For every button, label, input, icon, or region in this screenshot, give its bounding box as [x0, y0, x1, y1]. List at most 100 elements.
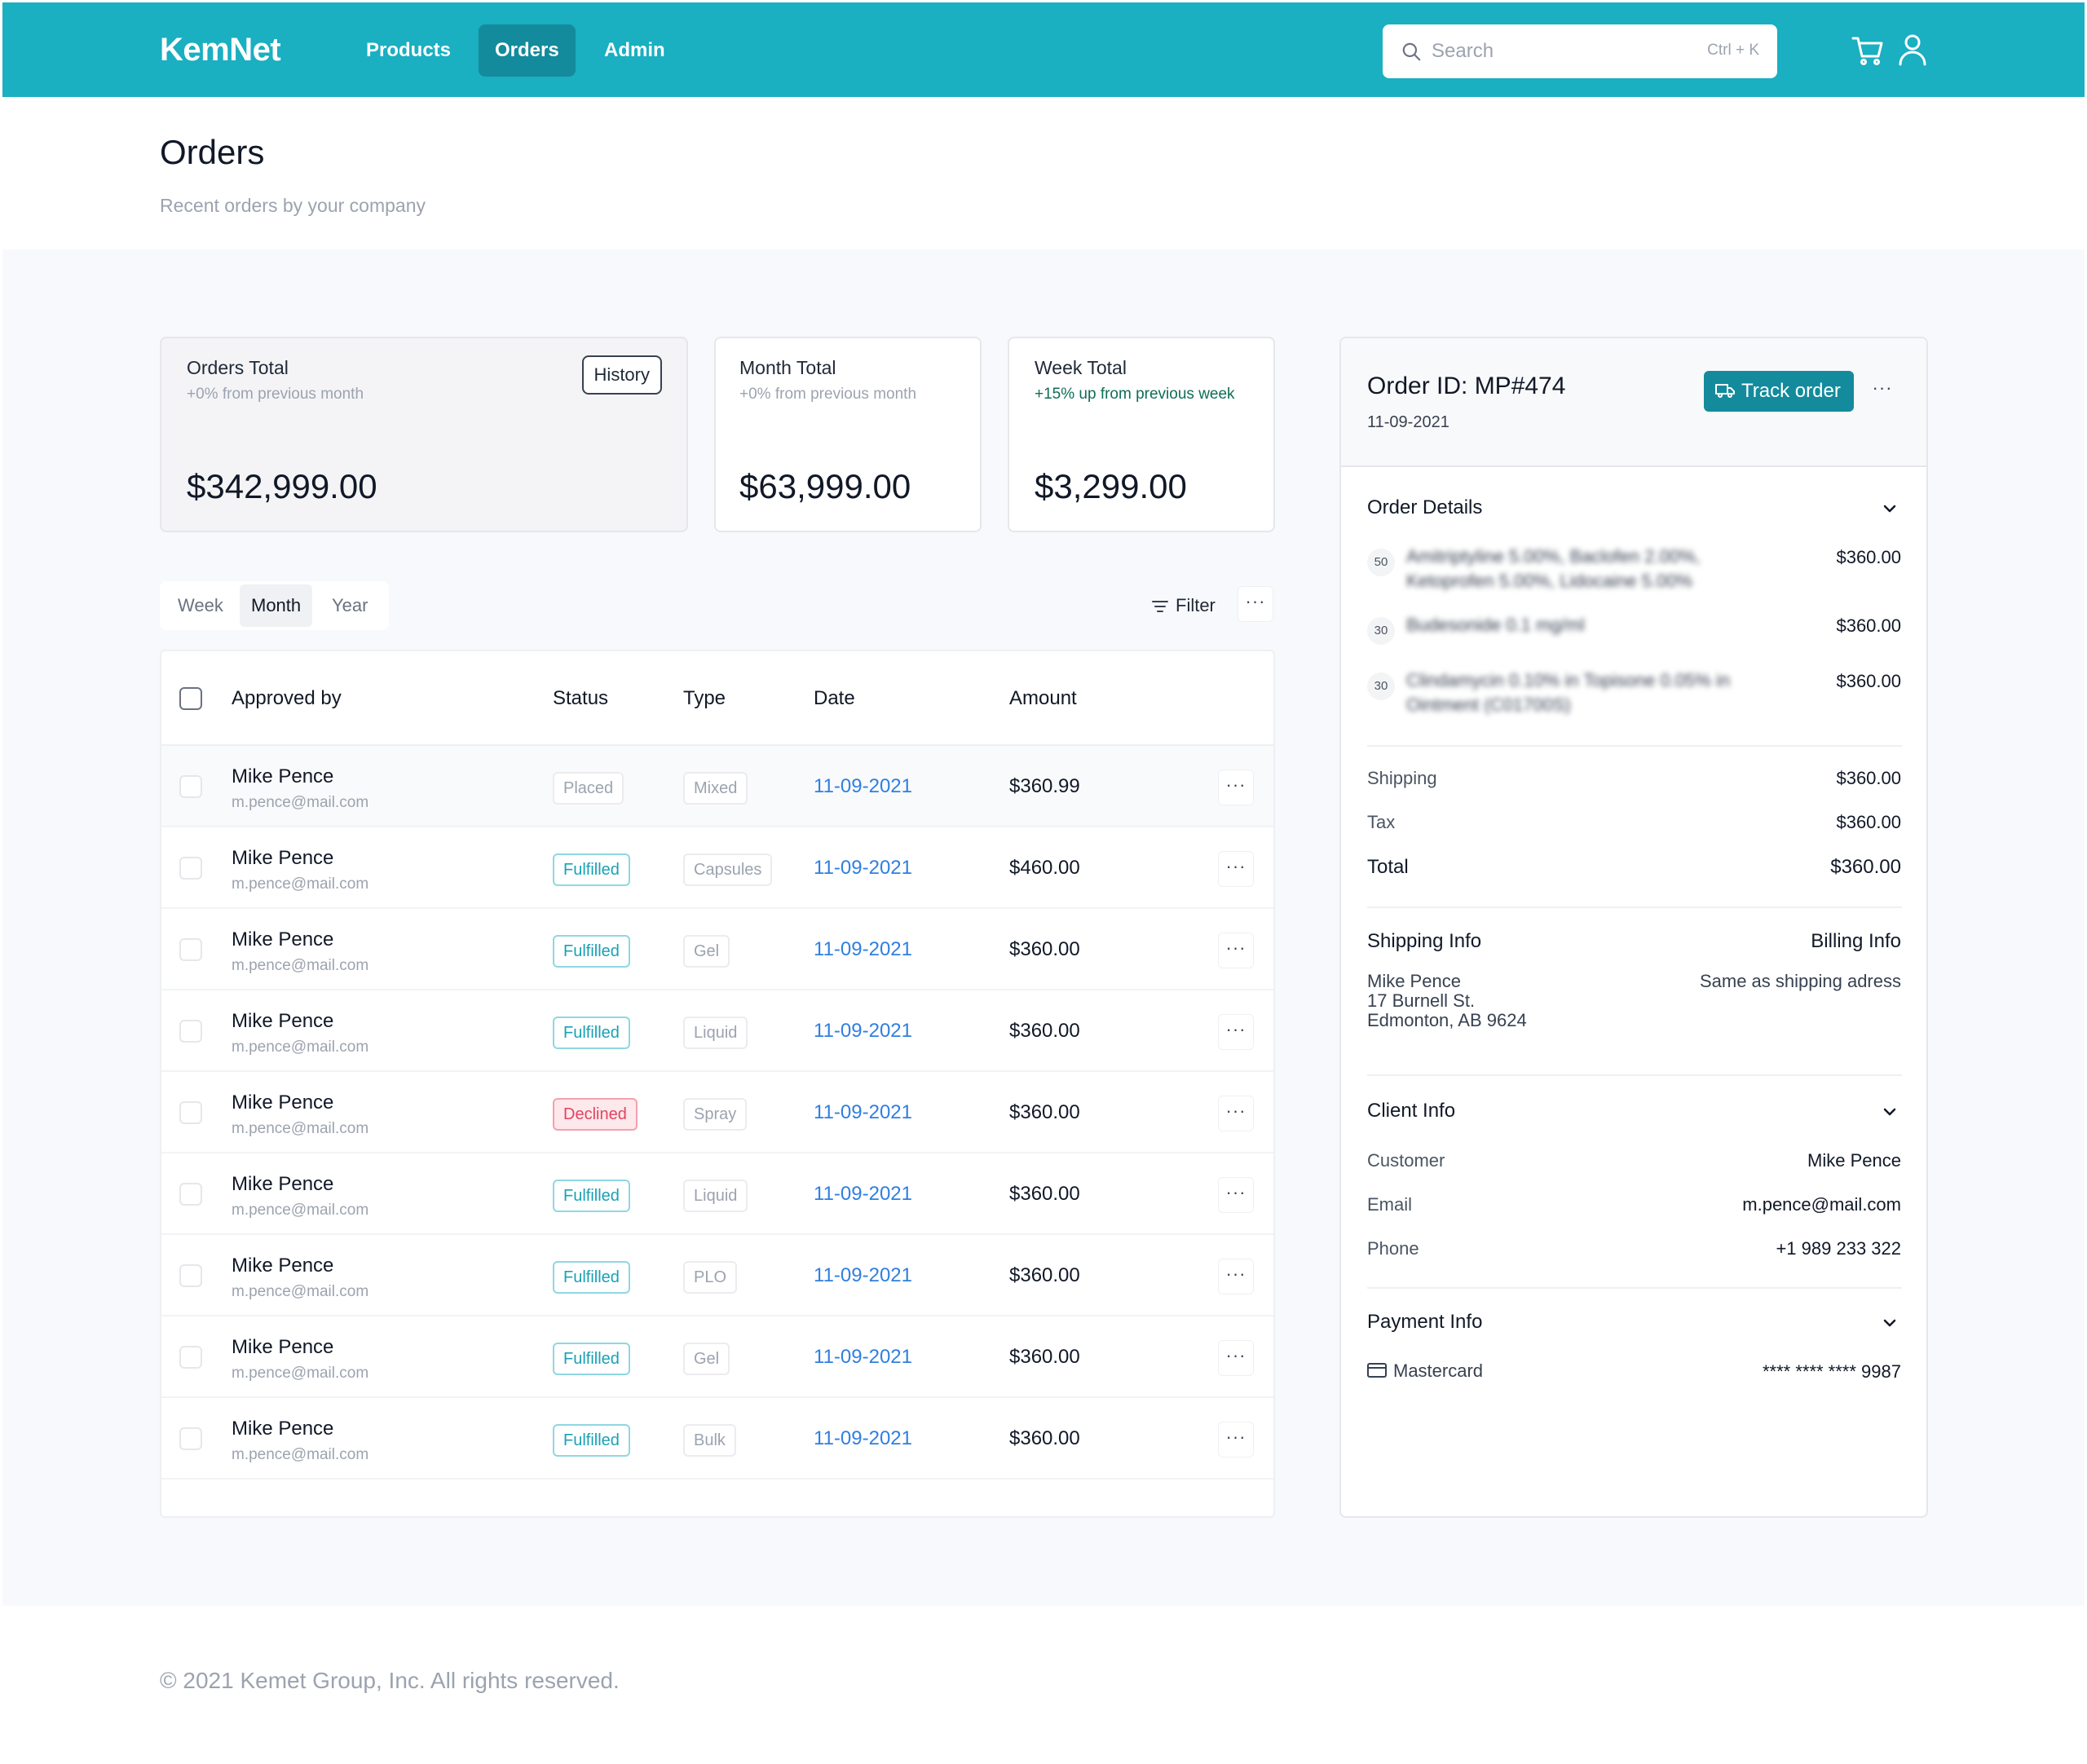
- approver-name: Mike Pence: [232, 1418, 334, 1440]
- table-row[interactable]: Mike Pence m.pence@mail.com Fulfilled Ge…: [161, 1316, 1273, 1398]
- order-amount: $360.00: [1009, 1427, 1080, 1449]
- stat-title: Orders Total: [187, 357, 289, 378]
- search-input[interactable]: [1432, 24, 1676, 78]
- nav-orders[interactable]: Orders: [479, 24, 576, 77]
- column-type[interactable]: Type: [683, 687, 726, 709]
- row-more-button[interactable]: ···: [1218, 1014, 1254, 1050]
- total-amount: $360.00: [1830, 856, 1901, 878]
- order-amount: $360.00: [1009, 1346, 1080, 1368]
- status-badge: Fulfilled: [553, 1424, 630, 1457]
- tab-month[interactable]: Month: [240, 584, 313, 627]
- stat-change: +0% from previous month: [739, 386, 917, 403]
- tax-label: Tax: [1367, 812, 1396, 832]
- row-checkbox[interactable]: [179, 1020, 202, 1043]
- order-amount: $360.00: [1009, 938, 1080, 960]
- nav-admin[interactable]: Admin: [604, 39, 665, 61]
- order-date-link[interactable]: 11-09-2021: [814, 938, 912, 960]
- column-date[interactable]: Date: [814, 687, 855, 709]
- row-checkbox[interactable]: [179, 1264, 202, 1287]
- table-row[interactable]: Mike Pence m.pence@mail.com Fulfilled PL…: [161, 1235, 1273, 1316]
- filter-label: Filter: [1176, 595, 1216, 615]
- order-date-link[interactable]: 11-09-2021: [814, 1264, 912, 1286]
- status-badge: Placed: [553, 772, 624, 805]
- column-amount[interactable]: Amount: [1009, 687, 1077, 709]
- order-amount: $360.00: [1009, 1020, 1080, 1042]
- row-more-button[interactable]: ···: [1218, 1177, 1254, 1213]
- row-more-button[interactable]: ···: [1218, 851, 1254, 887]
- item-quantity: 30: [1367, 673, 1395, 700]
- item-name: Clindamycin 0.10% in Topisone 0.05% in O…: [1406, 670, 1731, 715]
- table-row[interactable]: Mike Pence m.pence@mail.com Fulfilled Bu…: [161, 1398, 1273, 1480]
- filter-icon: [1152, 601, 1168, 613]
- order-date-link[interactable]: 11-09-2021: [814, 857, 912, 879]
- cart-icon[interactable]: [1851, 35, 1884, 66]
- table-more-button[interactable]: ···: [1238, 586, 1273, 622]
- order-details-title: Order Details: [1367, 496, 1483, 518]
- credit-card-icon: [1367, 1363, 1387, 1378]
- column-approved-by[interactable]: Approved by: [232, 687, 342, 709]
- row-checkbox[interactable]: [179, 857, 202, 880]
- row-more-button[interactable]: ···: [1218, 1422, 1254, 1458]
- period-selector: Week Month Year: [160, 581, 389, 630]
- stat-title: Month Total: [739, 357, 836, 378]
- row-checkbox[interactable]: [179, 1427, 202, 1450]
- order-date-link[interactable]: 11-09-2021: [814, 1101, 912, 1123]
- order-date-link[interactable]: 11-09-2021: [814, 1020, 912, 1042]
- table-row[interactable]: Mike Pence m.pence@mail.com Fulfilled Li…: [161, 1153, 1273, 1235]
- select-all-checkbox[interactable]: [179, 687, 202, 710]
- table-row[interactable]: Mike Pence m.pence@mail.com Fulfilled Li…: [161, 990, 1273, 1072]
- column-status[interactable]: Status: [553, 687, 609, 709]
- track-order-button[interactable]: Track order: [1704, 371, 1854, 412]
- filter-button[interactable]: Filter: [1141, 584, 1225, 627]
- shipping-name: Mike Pence: [1367, 971, 1461, 991]
- footer-copyright: © 2021 Kemet Group, Inc. All rights rese…: [160, 1668, 620, 1693]
- approver-name: Mike Pence: [232, 1255, 334, 1277]
- customer-phone: +1 989 233 322: [1776, 1238, 1901, 1259]
- row-more-button[interactable]: ···: [1218, 1259, 1254, 1294]
- approver-email: m.pence@mail.com: [232, 794, 369, 811]
- status-badge: Fulfilled: [553, 1261, 630, 1294]
- page-subtitle: Recent orders by your company: [160, 195, 426, 216]
- row-checkbox[interactable]: [179, 1101, 202, 1124]
- user-icon[interactable]: [1898, 33, 1927, 66]
- nav-products[interactable]: Products: [366, 39, 452, 61]
- row-more-button[interactable]: ···: [1218, 1340, 1254, 1376]
- chevron-down-icon[interactable]: [1882, 1107, 1897, 1117]
- orders-total-card: Orders Total +0% from previous month $34…: [160, 337, 688, 532]
- tab-year[interactable]: Year: [332, 595, 368, 615]
- chevron-down-icon[interactable]: [1882, 504, 1897, 514]
- row-checkbox[interactable]: [179, 1183, 202, 1206]
- tab-week[interactable]: Week: [178, 595, 223, 615]
- type-badge: Liquid: [683, 1180, 748, 1212]
- order-detail-panel: Order ID: MP#474 11-09-2021 Track order …: [1339, 337, 1928, 1518]
- order-date-link[interactable]: 11-09-2021: [814, 1427, 912, 1449]
- divider: [1367, 906, 1902, 908]
- order-date-link[interactable]: 11-09-2021: [814, 775, 912, 797]
- search-box[interactable]: Ctrl + K: [1383, 24, 1777, 78]
- type-badge: Spray: [683, 1098, 748, 1131]
- logo[interactable]: KemNet: [160, 32, 281, 68]
- chevron-down-icon[interactable]: [1882, 1318, 1897, 1328]
- order-more-button[interactable]: ···: [1872, 377, 1893, 398]
- table-row[interactable]: Mike Pence m.pence@mail.com Fulfilled Ca…: [161, 827, 1273, 909]
- row-more-button[interactable]: ···: [1218, 1096, 1254, 1131]
- row-checkbox[interactable]: [179, 775, 202, 798]
- order-date-link[interactable]: 11-09-2021: [814, 1346, 912, 1368]
- order-date-link[interactable]: 11-09-2021: [814, 1183, 912, 1205]
- row-checkbox[interactable]: [179, 938, 202, 961]
- row-checkbox[interactable]: [179, 1346, 202, 1369]
- table-header: Approved by Status Type Date Amount: [161, 651, 1273, 746]
- stat-value: $63,999.00: [739, 467, 911, 505]
- item-price: $360.00: [1836, 547, 1901, 567]
- shipping-cost: $360.00: [1836, 768, 1901, 788]
- approver-email: m.pence@mail.com: [232, 1283, 369, 1300]
- history-button[interactable]: History: [581, 355, 662, 395]
- row-more-button[interactable]: ···: [1218, 770, 1254, 805]
- order-amount: $360.00: [1009, 1183, 1080, 1205]
- table-row[interactable]: Mike Pence m.pence@mail.com Declined Spr…: [161, 1072, 1273, 1153]
- orders-table: Approved by Status Type Date Amount Mike…: [160, 650, 1275, 1518]
- row-more-button[interactable]: ···: [1218, 933, 1254, 968]
- type-badge: PLO: [683, 1261, 738, 1294]
- table-row[interactable]: Mike Pence m.pence@mail.com Placed Mixed…: [161, 746, 1273, 827]
- table-row[interactable]: Mike Pence m.pence@mail.com Fulfilled Ge…: [161, 909, 1273, 990]
